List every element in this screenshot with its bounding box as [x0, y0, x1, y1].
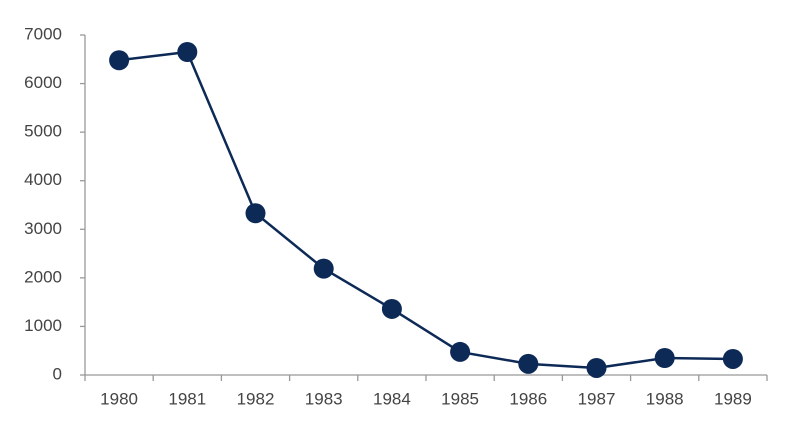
x-tick-label: 1987: [578, 389, 616, 408]
y-tick-label: 7000: [24, 24, 62, 43]
x-tick-label: 1984: [373, 389, 411, 408]
point: [450, 341, 471, 362]
x-tick-label: 1980: [100, 389, 138, 408]
point: [381, 298, 402, 319]
point: [654, 348, 675, 368]
point: [722, 348, 743, 369]
x-tick-label: 1985: [441, 389, 479, 408]
x-tick-label: 1986: [509, 389, 547, 408]
point: [245, 203, 266, 224]
y-tick-label: 0: [53, 364, 62, 383]
x-tick-label: 1988: [646, 389, 684, 408]
x-tick-label: 1981: [168, 389, 206, 408]
y-tick-label: 1000: [24, 316, 62, 335]
y-tick-label: 6000: [24, 73, 62, 92]
x-tick-label: 1989: [714, 389, 752, 408]
point: [109, 50, 130, 71]
line: [118, 50, 733, 370]
x-tick-label: 1983: [305, 389, 343, 408]
y-tick-label: 3000: [24, 219, 62, 238]
y-tick-label: 4000: [24, 170, 62, 189]
y-tick-label: 5000: [24, 122, 62, 141]
x-tick-label: 1982: [237, 389, 275, 408]
point: [177, 42, 198, 62]
point: [518, 353, 539, 374]
point: [313, 258, 334, 279]
point: [586, 357, 607, 378]
y-tick-label: 2000: [24, 267, 62, 286]
